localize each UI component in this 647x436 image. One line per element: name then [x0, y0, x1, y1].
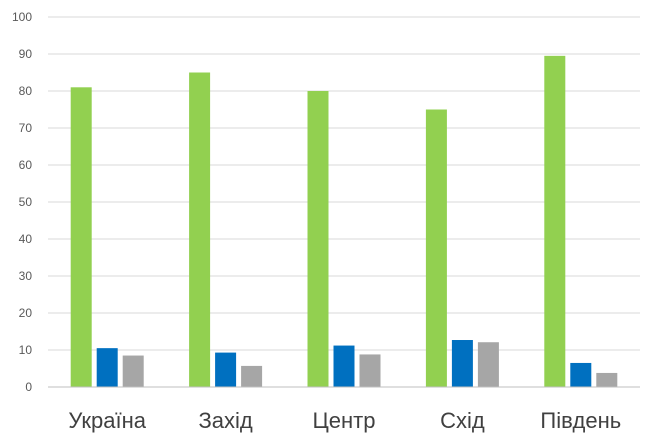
bar-series-3: [596, 372, 618, 387]
bar-series-1: [70, 87, 92, 388]
bar-series-3: [122, 355, 144, 387]
bar-series-1: [307, 91, 329, 387]
y-tick-label: 30: [19, 269, 33, 283]
bar-series-2: [96, 348, 118, 387]
bar-series-2: [570, 362, 592, 387]
x-category-label: Центр: [313, 408, 376, 433]
y-tick-label: 50: [19, 195, 33, 209]
y-tick-label: 90: [19, 47, 33, 61]
y-tick-label: 0: [25, 380, 32, 394]
bars: [70, 55, 618, 388]
bar-series-3: [241, 365, 263, 387]
bar-series-2: [333, 345, 355, 387]
y-tick-label: 10: [19, 343, 33, 357]
x-category-label: Схід: [440, 408, 485, 433]
x-category-label: Південь: [540, 408, 621, 433]
y-tick-label: 80: [19, 84, 33, 98]
x-category-label: Захід: [198, 408, 252, 433]
bar-series-1: [544, 55, 566, 387]
y-tick-label: 100: [12, 10, 32, 24]
x-axis-categories: Україна Захід Центр Схід Південь: [68, 408, 621, 433]
bar-series-1: [425, 109, 447, 387]
x-category-label: Україна: [68, 408, 146, 433]
bar-series-1: [189, 72, 211, 387]
bar-series-2: [451, 340, 473, 387]
y-tick-label: 70: [19, 121, 33, 135]
y-tick-label: 40: [19, 232, 33, 246]
gridlines: [48, 16, 640, 351]
y-axis-ticks: 0 10 20 30 40 50 60 70 80 90 100: [12, 10, 32, 394]
y-tick-label: 20: [19, 306, 33, 320]
bar-series-3: [477, 342, 499, 387]
bar-series-3: [359, 354, 381, 387]
bar-series-2: [215, 352, 237, 387]
y-tick-label: 60: [19, 158, 33, 172]
